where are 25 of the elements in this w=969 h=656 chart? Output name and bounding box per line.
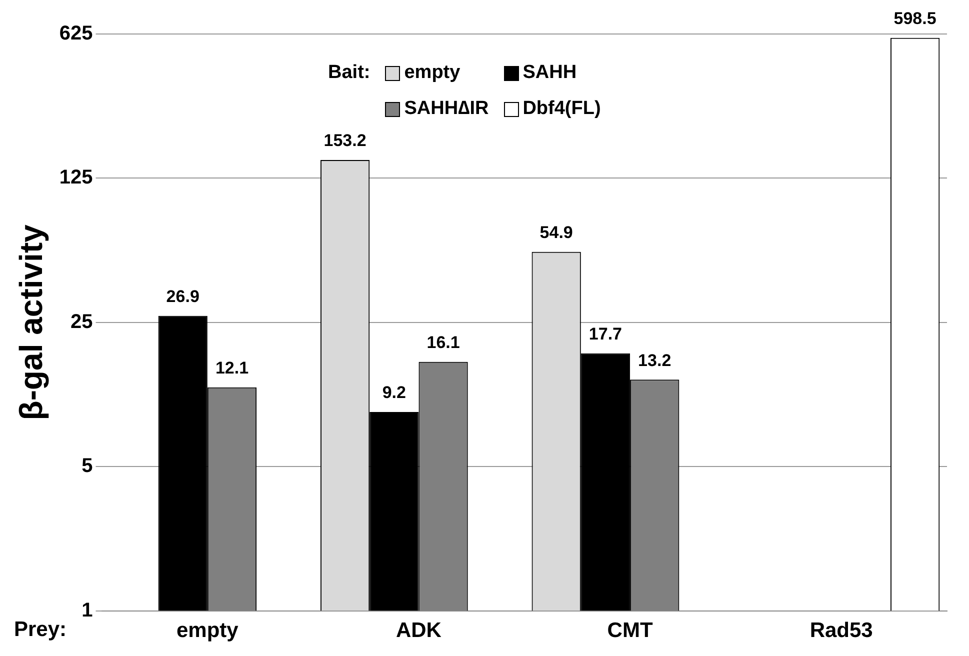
y-axis-title: β-gal activity: [13, 224, 50, 420]
data-label: 26.9: [166, 287, 200, 306]
x-tick-label: empty: [176, 619, 239, 642]
data-label: 54.9: [540, 223, 573, 242]
legend-label: SAHH∆IR: [404, 98, 489, 120]
y-tick-label: 1: [82, 599, 93, 622]
x-tick-label: CMT: [607, 619, 653, 642]
x-axis-title: Prey:: [14, 618, 67, 642]
data-label: 12.1: [215, 358, 249, 378]
data-label: 598.5: [894, 9, 936, 28]
data-label: 16.1: [426, 333, 460, 352]
data-label: 17.7: [588, 324, 622, 344]
y-tick-label: 125: [59, 166, 93, 189]
legend-label: Dbf4(FL): [522, 98, 601, 120]
legend-title: Bait:: [328, 62, 370, 84]
y-tick-label: 625: [59, 22, 93, 45]
data-label: 13.2: [638, 350, 672, 370]
data-label: 153.2: [324, 131, 366, 150]
y-tick-label: 5: [82, 455, 93, 478]
data-label: 9.2: [382, 383, 406, 402]
y-tick-label: 25: [70, 310, 93, 333]
legend-label: SAHH: [522, 62, 577, 84]
legend-label: empty: [404, 62, 460, 84]
x-tick-label: Rad53: [810, 619, 873, 642]
x-tick-label: ADK: [396, 619, 442, 642]
